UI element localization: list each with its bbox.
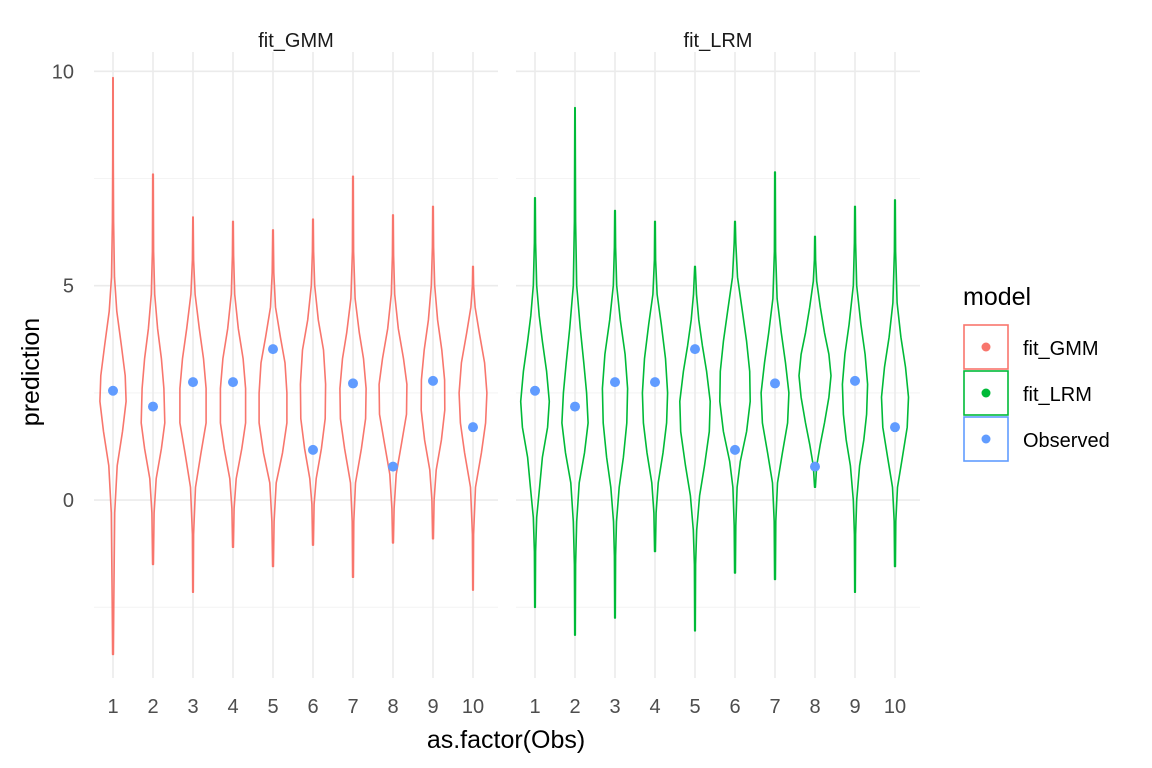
violin-fit_GMM-3 — [179, 216, 207, 593]
legend-key — [963, 416, 1009, 462]
observed-point — [348, 378, 358, 389]
x-tick-label: 6 — [729, 696, 740, 718]
legend-label: fit_GMM — [1023, 338, 1099, 360]
violin-fit_LRM-2 — [561, 106, 589, 636]
x-tick-label: 7 — [769, 696, 780, 718]
violin-fit_GMM-10 — [458, 265, 488, 591]
observed-point — [650, 377, 660, 388]
x-tick-label: 10 — [462, 696, 484, 718]
violin-fit_GMM-4 — [219, 220, 247, 548]
violin-fit_LRM-7 — [760, 171, 790, 581]
violin-fit_GMM-1 — [99, 76, 127, 656]
observed-point — [268, 344, 278, 355]
x-tick-label: 5 — [689, 696, 700, 718]
observed-point — [308, 444, 318, 455]
observed-point — [810, 461, 820, 472]
violin-fit_LRM-9 — [841, 205, 869, 593]
legend-key-dot — [981, 434, 991, 444]
violin-fit_LRM-8 — [798, 235, 832, 488]
violin-fit_GMM-8 — [378, 214, 408, 544]
observed-point — [530, 385, 540, 396]
x-tick-label: 5 — [267, 696, 278, 718]
observed-point — [228, 377, 238, 388]
legend-key — [963, 370, 1009, 416]
violin-fit_GMM-6 — [299, 218, 327, 546]
legend: model fit_GMM fit_LRM Observed — [963, 283, 1110, 462]
violin-fit_LRM-3 — [601, 209, 629, 619]
legend-label: Observed — [1023, 430, 1110, 452]
x-axis-title: as.factor(Obs) — [427, 726, 585, 754]
y-tick-label: 5 — [63, 276, 74, 298]
observed-point — [690, 344, 700, 355]
violin-fit_LRM-5 — [679, 265, 711, 632]
x-tick-label: 8 — [809, 696, 820, 718]
x-tick-label: 1 — [529, 696, 540, 718]
x-tick-label: 9 — [427, 696, 438, 718]
x-tick-label: 1 — [107, 696, 118, 718]
observed-point — [610, 377, 620, 388]
x-tick-label: 3 — [187, 696, 198, 718]
x-tick-label: 3 — [609, 696, 620, 718]
violin-fit_GMM-7 — [339, 175, 367, 578]
x-tick-label: 9 — [849, 696, 860, 718]
observed-point — [468, 422, 478, 433]
y-tick-label: 10 — [52, 61, 74, 83]
y-axis-title: prediction — [17, 318, 45, 426]
observed-point — [188, 377, 198, 388]
violin-fit_LRM-1 — [519, 197, 551, 609]
observed-point — [890, 422, 900, 433]
x-tick-label: 6 — [307, 696, 318, 718]
legend-title: model — [963, 283, 1031, 311]
x-tick-label: 2 — [569, 696, 580, 718]
x-tick-label: 10 — [884, 696, 906, 718]
x-tick-label: 8 — [387, 696, 398, 718]
violin-fit_LRM-6 — [719, 220, 751, 574]
observed-point — [850, 375, 860, 386]
panel-title: fit_LRM — [684, 30, 753, 52]
y-tick-label: 0 — [63, 490, 74, 512]
x-tick-label: 7 — [347, 696, 358, 718]
violin-fit_GMM-2 — [140, 173, 166, 566]
violin-fit_GMM-5 — [258, 229, 288, 568]
panel-title: fit_GMM — [258, 30, 334, 52]
violin-fit_LRM-10 — [880, 199, 910, 568]
observed-point — [730, 444, 740, 455]
observed-point — [770, 378, 780, 389]
observed-point — [570, 401, 580, 412]
legend-label: fit_LRM — [1023, 384, 1092, 406]
observed-point — [388, 461, 398, 472]
x-tick-label: 4 — [649, 696, 660, 718]
observed-point — [148, 401, 158, 412]
observed-point — [108, 385, 118, 396]
legend-key-dot — [981, 388, 991, 398]
legend-key-dot — [981, 342, 991, 352]
violin-fit_GMM-9 — [420, 205, 446, 540]
x-tick-label: 4 — [227, 696, 238, 718]
observed-point — [428, 375, 438, 386]
violin-fit_LRM-4 — [641, 220, 669, 553]
x-tick-label: 2 — [147, 696, 158, 718]
